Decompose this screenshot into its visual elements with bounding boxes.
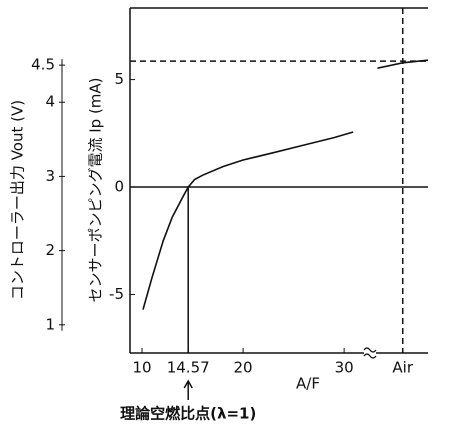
y-axis-title: センサーポンピング電流 Ip (mA): [87, 77, 105, 302]
x-tick-label: 20: [234, 359, 253, 377]
axis-break-gap: [364, 346, 376, 360]
y2-tick-label: 4.5: [31, 56, 55, 74]
y2-tick-label: 3: [45, 167, 55, 185]
x-tick-label: 30: [335, 359, 354, 377]
y2-tick-label: 4: [45, 93, 55, 111]
y-tick-label: 5: [114, 70, 124, 88]
axis-break: [363, 347, 377, 359]
y-tick-label: -5: [109, 285, 124, 303]
data-line: [142, 131, 354, 310]
x-axis-title: A/F: [296, 375, 320, 393]
y2-axis-title: コントローラー出力 Vout (V): [9, 100, 27, 300]
y2-tick-label: 2: [45, 241, 55, 259]
data-line: [377, 59, 429, 69]
x-tick-label: 14.57: [167, 359, 210, 377]
x-tick-label: 10: [132, 359, 151, 377]
annotation: 理論空燃比点(λ=1): [120, 405, 256, 423]
y2-tick-label: 1: [45, 315, 55, 333]
x-tick-label: Air: [392, 359, 413, 377]
y-tick-label: 0: [114, 178, 124, 196]
annotation-arrow: [183, 379, 193, 400]
